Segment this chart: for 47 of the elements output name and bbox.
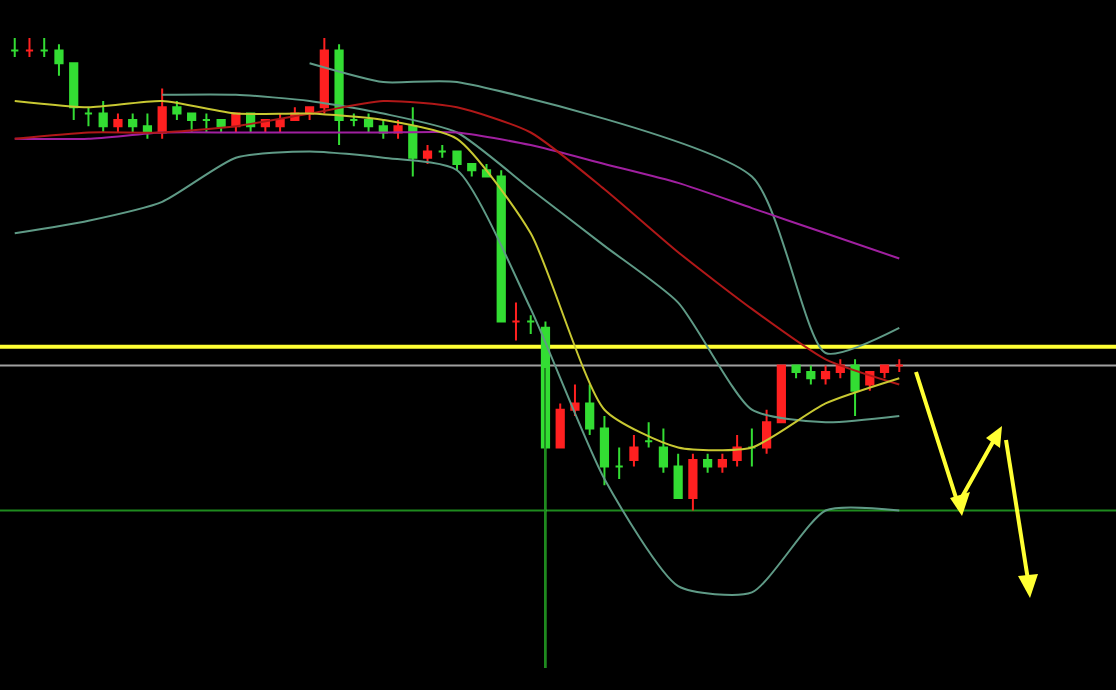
candlestick bbox=[452, 150, 462, 172]
candlestick bbox=[894, 358, 904, 373]
candlestick bbox=[24, 38, 35, 58]
candlestick bbox=[511, 301, 521, 342]
candlestick bbox=[644, 421, 654, 449]
candlestick bbox=[585, 383, 595, 436]
candlestick bbox=[850, 358, 860, 417]
candlestick bbox=[54, 43, 64, 77]
candlestick bbox=[319, 38, 329, 115]
candlestick bbox=[496, 169, 506, 323]
candlestick bbox=[879, 364, 890, 380]
candlestick bbox=[69, 62, 79, 121]
candlestick bbox=[555, 402, 565, 449]
candlestick bbox=[437, 144, 447, 159]
candlestick bbox=[113, 112, 123, 134]
candlestick bbox=[717, 452, 727, 474]
candlestick bbox=[363, 112, 374, 134]
candlestick bbox=[599, 415, 610, 487]
candlestick bbox=[526, 314, 536, 336]
candlestick bbox=[762, 408, 772, 455]
candlestick bbox=[187, 112, 197, 134]
candlestick bbox=[128, 112, 138, 134]
candlestick bbox=[703, 452, 713, 474]
candlestick bbox=[658, 427, 669, 474]
candlestick bbox=[614, 446, 624, 480]
candlestick bbox=[408, 106, 418, 178]
candlestick bbox=[629, 433, 639, 468]
candlestick bbox=[172, 100, 182, 121]
candlestick bbox=[334, 43, 344, 147]
candlestick bbox=[201, 112, 211, 134]
candlestick bbox=[820, 364, 831, 386]
candlestick bbox=[673, 452, 683, 499]
candlestick bbox=[422, 144, 433, 165]
candlestick bbox=[791, 364, 801, 380]
candlestick bbox=[39, 38, 49, 58]
candlestick bbox=[776, 364, 786, 424]
candlestick bbox=[732, 433, 742, 468]
candlestick bbox=[688, 452, 698, 512]
candlestick bbox=[98, 100, 108, 134]
candlestick bbox=[142, 112, 153, 140]
candlestick bbox=[467, 163, 477, 178]
candlestick bbox=[157, 87, 167, 140]
candlestick bbox=[349, 112, 359, 128]
candlestick bbox=[570, 383, 580, 417]
candlestick bbox=[10, 38, 20, 58]
candlestick bbox=[806, 364, 816, 386]
candlestick bbox=[83, 106, 94, 128]
